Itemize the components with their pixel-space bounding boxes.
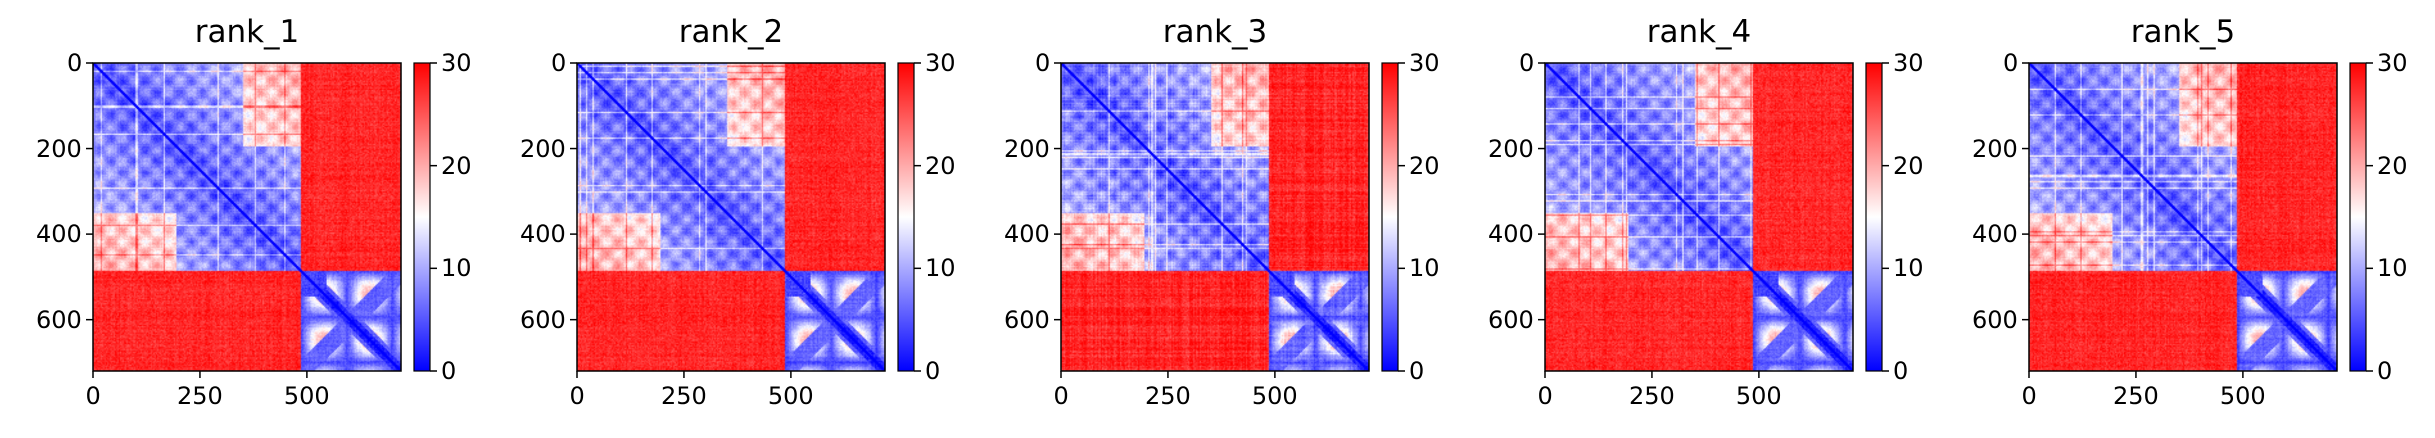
y-tick-label: 200 (520, 134, 566, 163)
colorbar-tick-label: 20 (925, 151, 956, 180)
axes-frame (1544, 62, 1854, 372)
y-tick-label: 400 (1488, 220, 1534, 249)
colorbar-tick-label: 20 (1409, 151, 1440, 180)
y-tick-label: 600 (1972, 305, 2018, 334)
colorbar-tick-label: 20 (1893, 151, 1924, 180)
axes-frame (2028, 62, 2338, 372)
axes-frame (576, 62, 886, 372)
heatmap-image (1061, 63, 1369, 371)
x-tick-label: 250 (2112, 382, 2159, 410)
x-tick-label: 0 (1053, 382, 1069, 410)
colorbar-tick-label: 0 (441, 357, 457, 385)
colorbar-tick-label: 10 (441, 254, 472, 283)
heatmap-image (93, 63, 401, 371)
x-tick-label: 250 (1144, 382, 1191, 410)
y-tick-label: 400 (1972, 220, 2018, 249)
x-tick-label: 0 (85, 382, 101, 410)
colorbar-tick-label: 20 (441, 151, 472, 180)
panel-title: rank_3 (1162, 14, 1268, 50)
y-tick-label: 600 (36, 305, 82, 334)
y-tick-label: 400 (520, 220, 566, 249)
y-tick-label: 0 (551, 49, 567, 77)
heatmap-image (577, 63, 885, 371)
y-tick-label: 200 (1004, 134, 1050, 163)
colorbar-tick-label: 30 (925, 49, 956, 77)
y-tick-label: 400 (1004, 220, 1050, 249)
x-tick-label: 250 (176, 382, 223, 410)
colorbar-tick-label: 30 (441, 49, 472, 77)
x-tick-label: 0 (1537, 382, 1553, 410)
colorbar (2349, 62, 2367, 372)
x-tick-label: 500 (283, 382, 330, 410)
x-tick-label: 0 (2021, 382, 2037, 410)
y-tick-label: 600 (1488, 305, 1534, 334)
y-tick-label: 200 (1972, 134, 2018, 163)
colorbar-tick-label: 20 (2377, 151, 2408, 180)
x-tick-label: 250 (660, 382, 707, 410)
y-tick-label: 600 (520, 305, 566, 334)
panel-title: rank_4 (1646, 14, 1752, 50)
y-tick-label: 200 (36, 134, 82, 163)
panel-title: rank_5 (2130, 14, 2236, 50)
colorbar-tick-label: 10 (1893, 254, 1924, 283)
heatmap-image (1545, 63, 1853, 371)
colorbar (413, 62, 431, 372)
x-tick-label: 500 (767, 382, 814, 410)
colorbar-tick-label: 10 (1409, 254, 1440, 283)
colorbar-tick-label: 10 (2377, 254, 2408, 283)
colorbar-tick-label: 30 (2377, 49, 2408, 77)
panel-title: rank_1 (194, 14, 300, 50)
colorbar-tick-label: 0 (2377, 357, 2393, 385)
y-tick-label: 0 (67, 49, 83, 77)
axes-frame (1060, 62, 1370, 372)
y-tick-label: 200 (1488, 134, 1534, 163)
colorbar-tick-label: 0 (1409, 357, 1425, 385)
y-tick-label: 0 (2003, 49, 2019, 77)
axes-frame (92, 62, 402, 372)
x-tick-label: 500 (1735, 382, 1782, 410)
colorbar-tick-label: 0 (1893, 357, 1909, 385)
colorbar (1865, 62, 1883, 372)
y-tick-label: 600 (1004, 305, 1050, 334)
y-tick-label: 400 (36, 220, 82, 249)
colorbar-tick-label: 30 (1893, 49, 1924, 77)
colorbar-tick-label: 0 (925, 357, 941, 385)
y-tick-label: 0 (1519, 49, 1535, 77)
x-tick-label: 500 (2219, 382, 2266, 410)
colorbar-tick-label: 10 (925, 254, 956, 283)
panel-title: rank_2 (678, 14, 784, 50)
x-tick-label: 500 (1251, 382, 1298, 410)
x-tick-label: 250 (1628, 382, 1675, 410)
y-tick-label: 0 (1035, 49, 1051, 77)
colorbar (897, 62, 915, 372)
heatmap-image (2029, 63, 2337, 371)
x-tick-label: 0 (569, 382, 585, 410)
colorbar (1381, 62, 1399, 372)
colorbar-tick-label: 30 (1409, 49, 1440, 77)
